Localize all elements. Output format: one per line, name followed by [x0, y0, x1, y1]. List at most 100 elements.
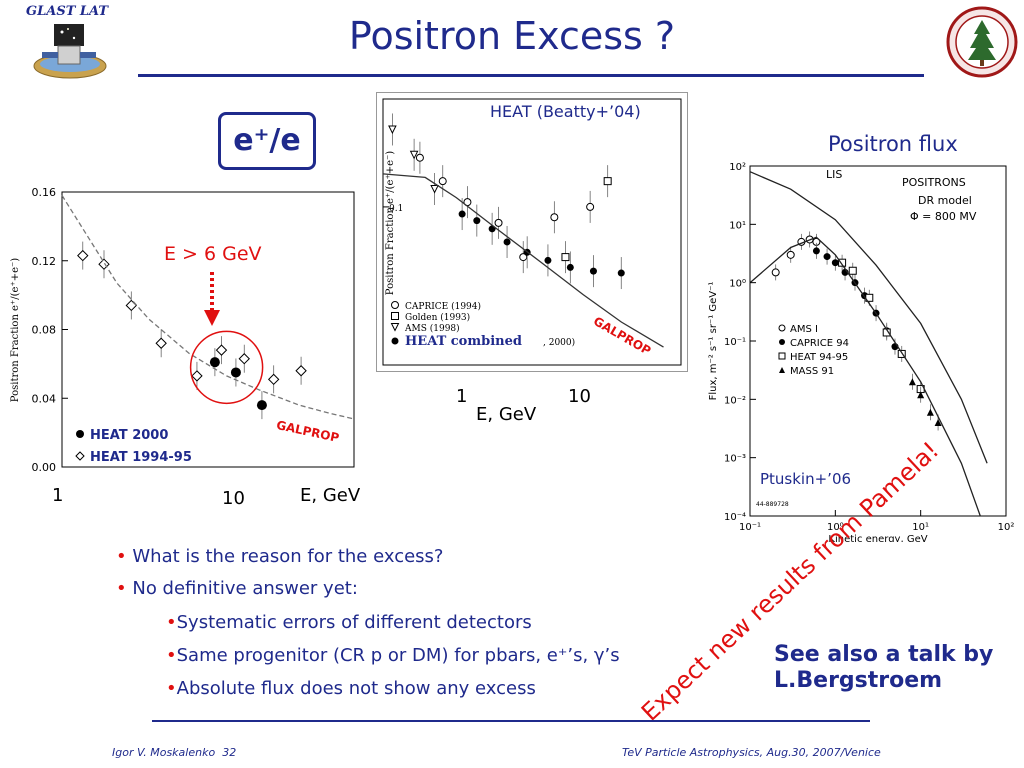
legend-marker	[391, 312, 399, 320]
left-x-unit: E, GeV	[300, 485, 361, 506]
legend-marker	[778, 352, 786, 360]
data-point-heat-94-95	[897, 349, 906, 358]
data-point-heat-combined	[589, 267, 597, 275]
legend-label: CAPRICE 94	[790, 338, 849, 349]
data-point-heat-2000	[209, 357, 220, 368]
data-point-heat-1994-95	[267, 373, 280, 386]
model-curve-galprop	[382, 173, 664, 348]
data-point-caprice-1994-	[519, 253, 528, 262]
footer-right: TeV Particle Astrophysics, Aug.30, 2007/…	[622, 746, 881, 759]
y-tick-label: 10²	[729, 162, 746, 173]
data-point-heat-combined	[503, 238, 511, 246]
data-point-heat-combined	[566, 263, 574, 271]
data-point-heat-1994-95	[98, 258, 110, 270]
model-curve-galprop	[61, 195, 355, 420]
heat-beatty-label: HEAT (Beatty+’04)	[490, 102, 641, 121]
y-axis-label: Positron Fraction e⁺/(e⁺+e⁻)	[385, 151, 396, 295]
data-point-ams-1998-	[388, 125, 397, 135]
data-point-caprice-1994-	[550, 213, 559, 222]
y-tick-label: 10¹	[729, 220, 746, 231]
data-point-heat-combined	[617, 269, 625, 277]
bullet-item: •Same progenitor (CR p or DM) for pbars,…	[166, 645, 620, 666]
y-axis-label: Flux, m⁻² s⁻¹ sr⁻¹ GeV⁻¹	[708, 282, 719, 401]
seal-icon	[946, 6, 1018, 78]
legend-marker	[779, 367, 785, 373]
y-tick-label: 0.1	[389, 204, 403, 214]
positron-flux-label: Positron flux	[828, 132, 958, 156]
model-curve-dr-model	[749, 236, 981, 517]
left-x-label-1: 1	[52, 485, 64, 506]
right-chart: 10⁻⁴ 10⁻³ 10⁻² 10⁻¹ 10⁰ 10¹ 10² 10⁻¹ 10⁰ 10¹ 10² Ki…	[706, 158, 1022, 545]
y-tick-label: 0.12	[32, 255, 57, 268]
data-point-heat-combined	[473, 217, 481, 225]
down-arrow-icon	[204, 272, 220, 326]
left-chart: 0.00 0.04 0.08 0.12 0.16 Positron Fraction e⁺…	[4, 180, 360, 480]
data-point-heat-1994-95	[191, 370, 203, 382]
right-chart-svg: 10⁻⁴ 10⁻³ 10⁻² 10⁻¹ 10⁰ 10¹ 10² 10⁻¹ 10⁰ 10¹ 10² Ki…	[708, 162, 1015, 545]
data-point-heat-1994-95	[238, 353, 250, 365]
x-tick-label: 10⁰	[827, 522, 844, 533]
data-point-heat-1994-95	[125, 299, 138, 312]
middle-chart: 0.1 Positron Fraction e⁺/(e⁺+e⁻) CAPRICE (…	[376, 92, 688, 372]
y-tick-label: 0.00	[32, 461, 57, 474]
x-tick-label: 10⁻¹	[739, 522, 761, 533]
data-point-mass-91	[917, 391, 925, 399]
legend-label: AMS (1998)	[404, 323, 460, 334]
data-point-heat-2000	[256, 400, 267, 411]
data-point-ams-i	[771, 268, 780, 277]
energy-cut-label: E > 6 GeV	[164, 243, 262, 265]
data-point-mass-91	[908, 378, 916, 386]
data-point-heat-1994-95	[295, 365, 307, 377]
data-point-ams-1998-	[409, 150, 419, 160]
header-rule	[138, 74, 924, 77]
y-axis-label: Positron Fraction e⁺/(e⁺+e⁻)	[10, 258, 21, 402]
plot-frame	[382, 98, 682, 366]
data-point-heat-2000	[230, 367, 241, 378]
data-point-mass-91	[926, 408, 934, 416]
legend-label: Golden (1993)	[405, 312, 470, 323]
chart-annotation: LIS	[826, 168, 842, 181]
y-tick-label: 10⁻³	[724, 454, 746, 465]
logo-text: GLAST LAT	[26, 4, 109, 19]
page-number: 32	[222, 746, 237, 759]
x-tick-label: 10²	[998, 522, 1015, 533]
data-point-heat-combined	[544, 256, 552, 264]
x-tick-label: 10¹	[912, 522, 929, 533]
legend-label: AMS I	[790, 324, 818, 335]
data-point-caprice-94	[831, 259, 839, 267]
slide-title: Positron Excess ?	[348, 14, 676, 58]
y-tick-label: 10⁻¹	[724, 337, 746, 348]
data-point-heat-1994-95	[77, 249, 89, 262]
data-point-heat-1994-95	[155, 337, 167, 349]
data-point-ams-1998-	[430, 185, 439, 194]
chart-annotation: POSITRONS	[902, 176, 966, 189]
data-point-caprice-94	[823, 253, 831, 261]
data-point-mass-91	[934, 419, 942, 427]
data-point-heat-combined	[458, 210, 466, 218]
mid-x-label-1: 1	[456, 386, 468, 407]
y-tick-label: 10⁻⁴	[724, 512, 746, 523]
chart-annotation: 44-889728	[756, 501, 789, 508]
left-chart-svg: 0.00 0.04 0.08 0.12 0.16 Positron Fraction e⁺…	[10, 186, 355, 474]
left-x-label-10: 10	[222, 488, 245, 509]
y-tick-label: 0.16	[32, 186, 57, 199]
ptuskin-label: Ptuskin+’06	[760, 470, 852, 488]
data-point-caprice-94	[812, 247, 820, 255]
data-point-caprice-1994-	[494, 218, 503, 227]
data-point-heat-94-95	[838, 258, 847, 267]
legend-marker	[75, 451, 85, 461]
legend-label: HEAT 94-95	[790, 352, 848, 363]
legend-marker	[390, 323, 400, 332]
mid-x-label-10: 10	[568, 386, 591, 407]
bullet-item: • No definitive answer yet:	[116, 578, 358, 599]
see-also-note: See also a talk by L.Bergstroem	[774, 642, 994, 694]
data-point-golden-1993-	[603, 177, 612, 186]
y-tick-label: 0.08	[32, 324, 57, 337]
footer-author: Igor V. Moskalenko	[112, 746, 216, 759]
footer-left: Igor V. Moskalenko 32	[112, 746, 236, 759]
legend-label: HEAT 1994-95	[90, 450, 192, 465]
data-point-caprice-1994-	[586, 202, 595, 211]
ratio-box: e⁺/e	[218, 112, 316, 170]
stanford-seal	[946, 4, 1018, 84]
